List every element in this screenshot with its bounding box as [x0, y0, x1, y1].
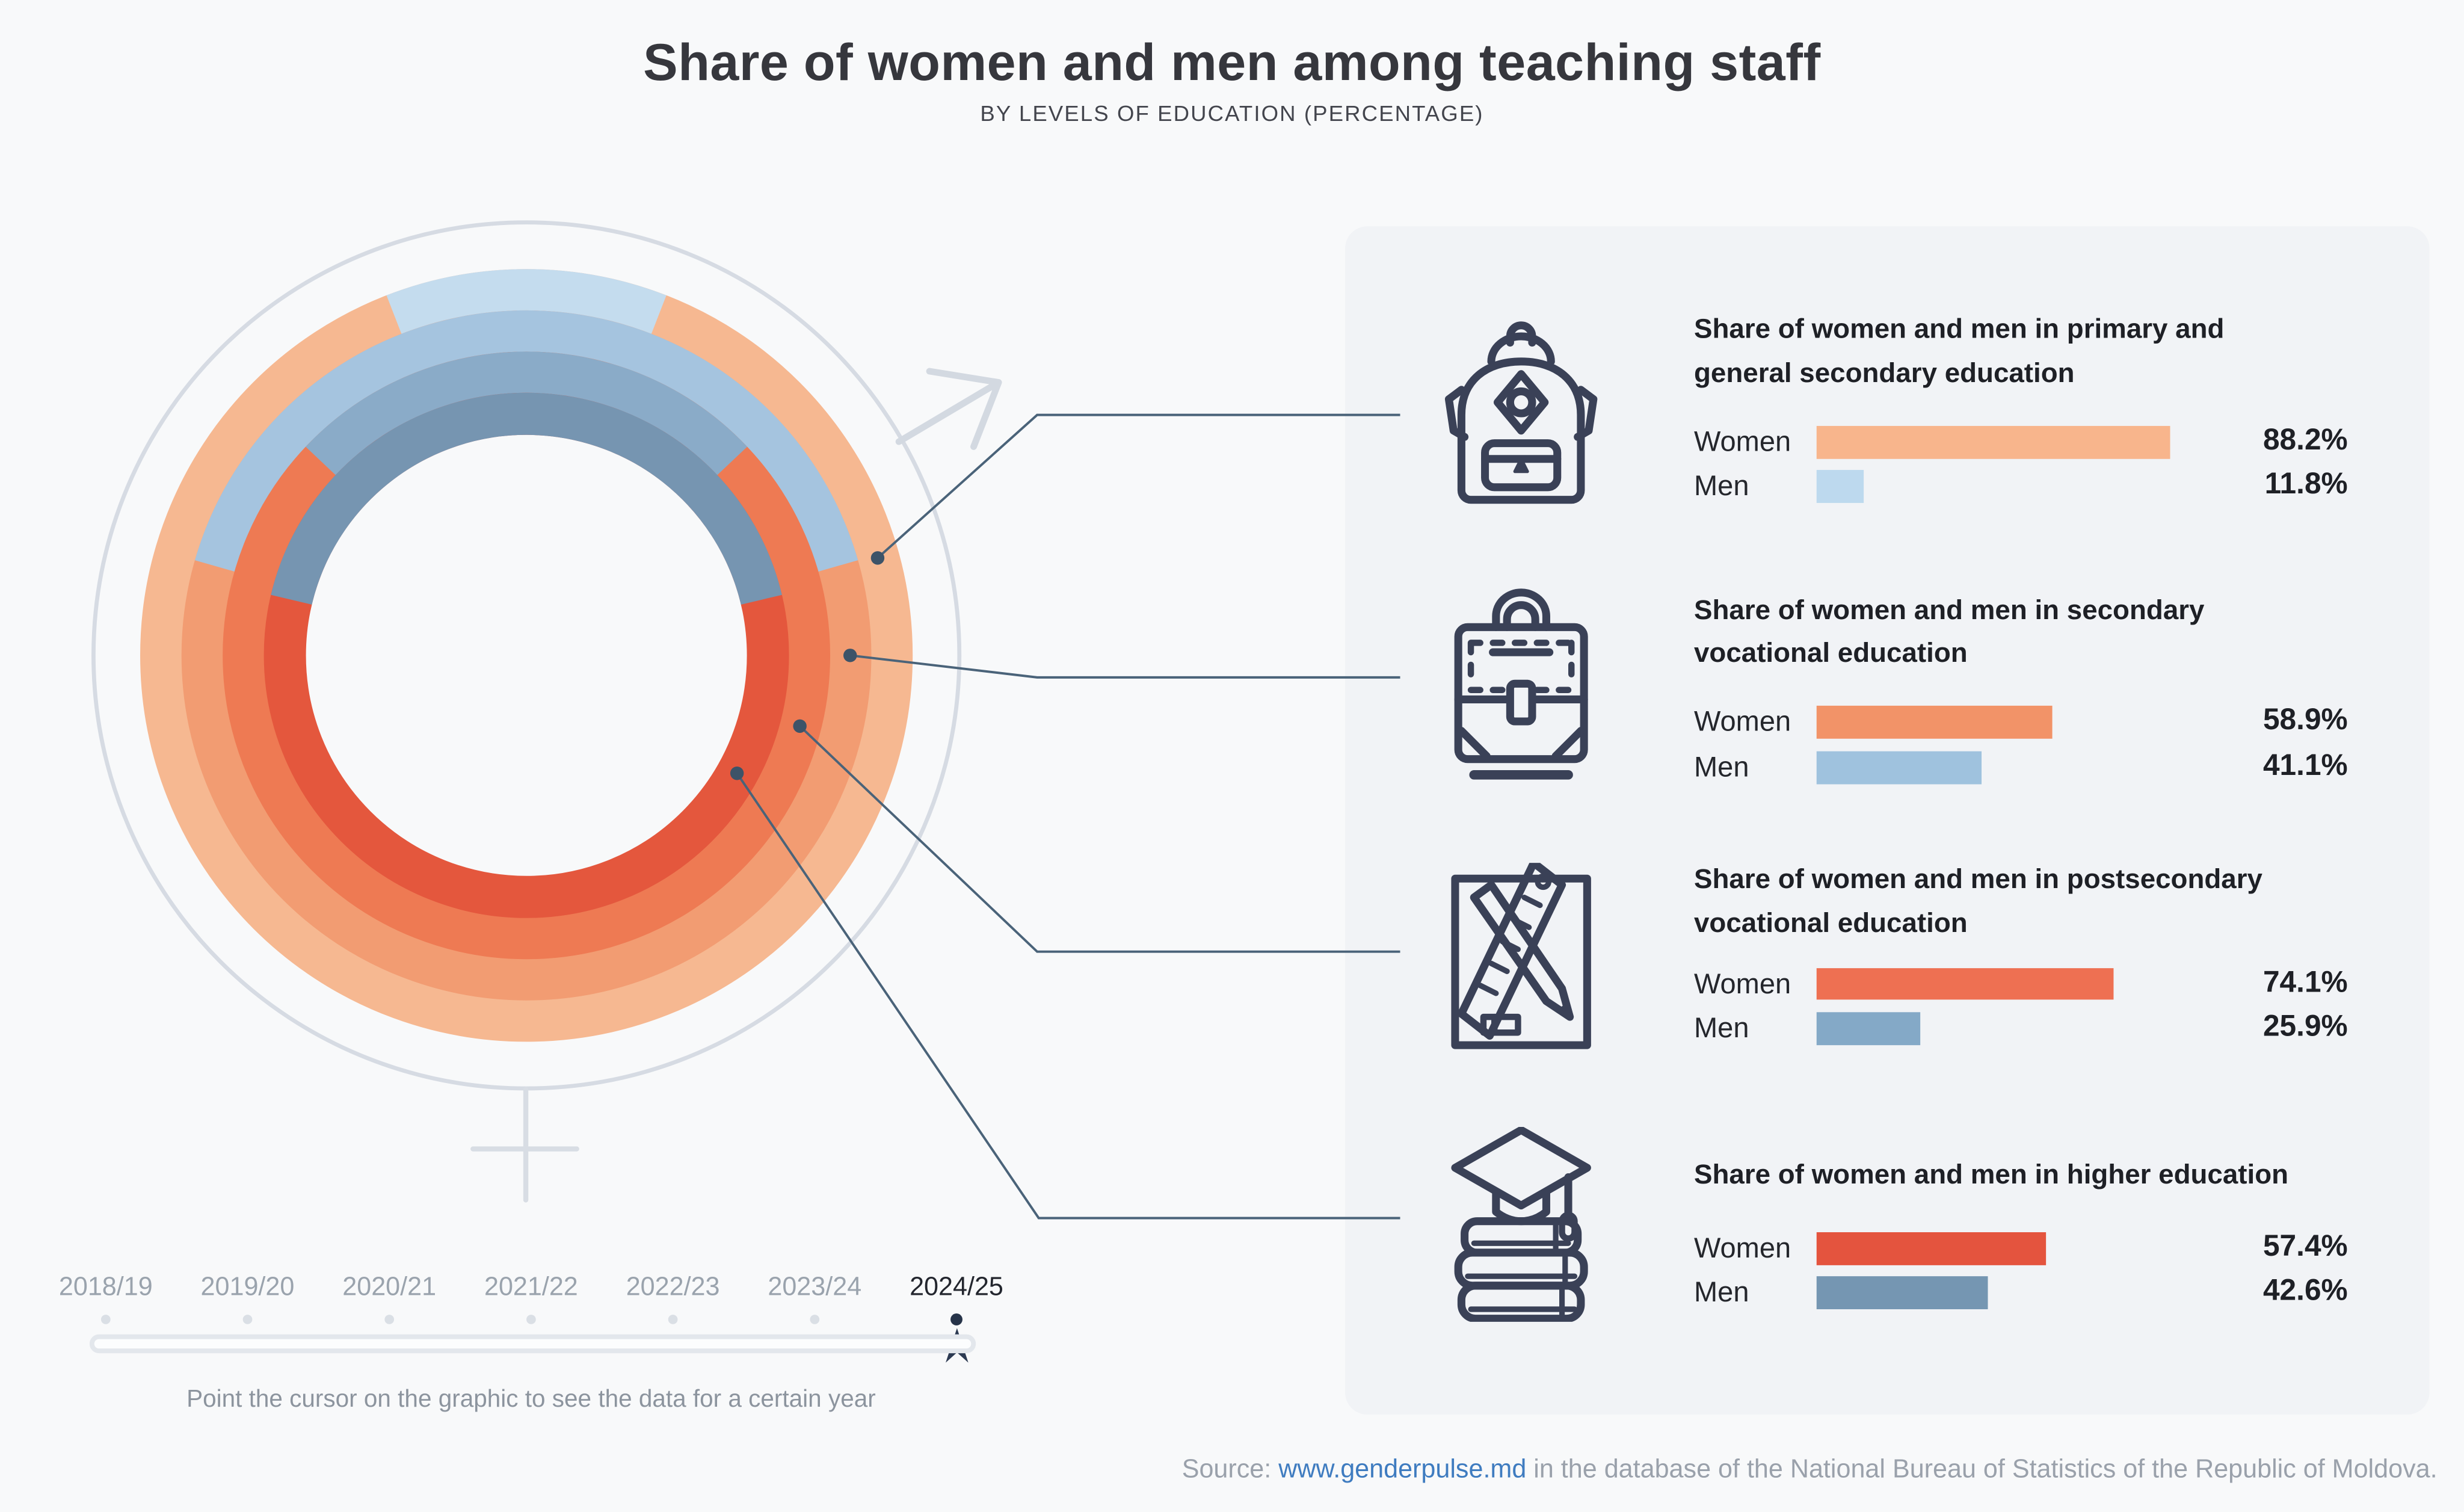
- women-row: Women 74.1%: [1345, 966, 2429, 1001]
- men-bar: [1816, 1012, 1921, 1045]
- pencil-ruler-icon: [1451, 863, 1591, 1049]
- ring-men-2[interactable]: [306, 351, 748, 476]
- female-symbol-circle: [91, 220, 962, 1091]
- female-symbol-cross: [470, 1087, 579, 1203]
- timeline-years: 2018/19 2019/20 2020/21 2021/22 2022/23 2023/…: [0, 1273, 1100, 1304]
- men-row: Men 42.6%: [1345, 1275, 2429, 1310]
- men-label: Men: [1693, 1012, 1749, 1044]
- section-title: Share of women and men in higher educati…: [1693, 1157, 2289, 1190]
- men-value: 41.1%: [2262, 750, 2348, 783]
- timeline-year-2018-19[interactable]: 2018/19: [58, 1273, 153, 1301]
- timeline-slider-track[interactable]: [89, 1334, 976, 1354]
- page-subtitle: BY LEVELS OF EDUCATION (PERCENTAGE): [980, 100, 1484, 126]
- timeline-dot-2020-21[interactable]: [384, 1315, 395, 1324]
- women-row: Women 58.9%: [1345, 704, 2429, 739]
- timeline-year-2019-20[interactable]: 2019/20: [200, 1273, 295, 1301]
- ring-women-2[interactable]: [223, 351, 831, 960]
- page-title: Share of women and men among teaching st…: [643, 32, 1821, 91]
- timeline-dot-2018-19[interactable]: [100, 1315, 111, 1324]
- women-bar: [1816, 1232, 2047, 1265]
- men-label: Men: [1693, 751, 1749, 783]
- timeline-year-2021-22[interactable]: 2021/22: [484, 1273, 578, 1301]
- men-value: 11.8%: [2264, 468, 2348, 502]
- source-line: Source: www.genderpulse.md in the databa…: [1182, 1455, 2438, 1486]
- women-label: Women: [1693, 967, 1791, 999]
- men-value: 25.9%: [2262, 1010, 2348, 1044]
- men-row: Men 11.8%: [1345, 468, 2429, 504]
- ring-men-1[interactable]: [194, 310, 858, 572]
- timeline-dots[interactable]: [100, 1313, 962, 1325]
- source-prefix: Source:: [1181, 1455, 1279, 1484]
- education-sections: Share of women and men in primary and ge…: [1345, 226, 2429, 1415]
- timeline-year-2020-21[interactable]: 2020/21: [342, 1273, 437, 1301]
- section-title: Share of women and men in secondary voca…: [1693, 593, 2205, 668]
- women-label: Women: [1693, 1232, 1791, 1264]
- connector-lines: [736, 413, 1400, 1220]
- women-bar: [1816, 967, 2114, 1000]
- male-symbol-arrow: [895, 368, 1002, 450]
- men-label: Men: [1693, 470, 1749, 502]
- women-row: Women 88.2%: [1345, 424, 2429, 460]
- men-label: Men: [1693, 1276, 1749, 1308]
- women-value: 88.2%: [2262, 424, 2348, 458]
- connector-dots: [730, 551, 885, 780]
- timeline-dot-2021-22[interactable]: [526, 1315, 536, 1324]
- graduation-cap-books-icon: [1451, 1126, 1591, 1322]
- timeline-dot-2019-20[interactable]: [242, 1315, 253, 1324]
- men-value: 42.6%: [2262, 1274, 2348, 1308]
- donut-rings[interactable]: [140, 269, 913, 1042]
- women-value: 74.1%: [2262, 966, 2348, 999]
- men-row: Men 25.9%: [1345, 1011, 2429, 1046]
- briefcase-icon: [1454, 588, 1588, 780]
- men-row: Men 41.1%: [1345, 750, 2429, 785]
- women-value: 58.9%: [2262, 704, 2348, 738]
- women-row: Women 57.4%: [1345, 1230, 2429, 1266]
- section-title: Share of women and men in postsecondary …: [1693, 863, 2262, 938]
- timeline-dot-2024-25[interactable]: [950, 1313, 962, 1325]
- timeline-dot-2023-24[interactable]: [810, 1315, 820, 1324]
- ring-women-1[interactable]: [181, 310, 872, 1001]
- men-bar: [1816, 1276, 1988, 1309]
- timeline-hint: Point the cursor on the graphic to see t…: [186, 1386, 876, 1413]
- timeline-year-2022-23[interactable]: 2022/23: [626, 1273, 720, 1301]
- men-bar: [1816, 470, 1864, 502]
- timeline-dot-2022-23[interactable]: [668, 1315, 678, 1324]
- source-link[interactable]: www.genderpulse.md: [1278, 1455, 1527, 1484]
- women-value: 57.4%: [2262, 1230, 2348, 1264]
- ring-women-3[interactable]: [263, 392, 789, 918]
- women-bar: [1816, 425, 2170, 458]
- timeline-year-2024-25[interactable]: 2024/25: [910, 1273, 1003, 1301]
- ring-men-3[interactable]: [271, 392, 782, 605]
- ring-women-0[interactable]: [140, 269, 913, 1042]
- source-suffix: in the database of the National Bureau o…: [1526, 1455, 2438, 1484]
- men-bar: [1816, 751, 1982, 784]
- ring-men-0[interactable]: [386, 269, 667, 335]
- women-bar: [1816, 705, 2053, 738]
- timeline-year-2023-24[interactable]: 2023/24: [768, 1273, 862, 1301]
- women-label: Women: [1693, 705, 1791, 738]
- women-label: Women: [1693, 425, 1791, 458]
- backpack-icon: [1444, 321, 1598, 504]
- section-title: Share of women and men in primary and ge…: [1693, 312, 2225, 387]
